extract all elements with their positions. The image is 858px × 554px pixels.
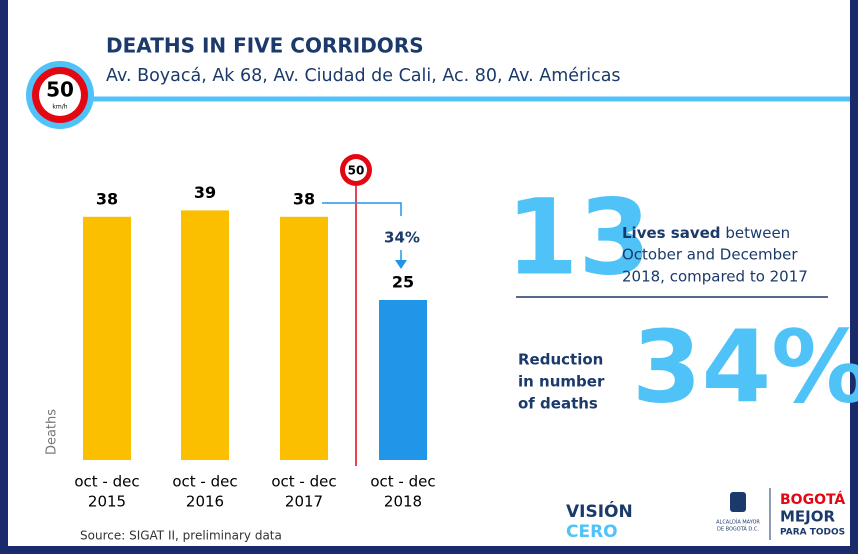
logo-shield — [730, 492, 746, 512]
lives-saved-number: 13 — [506, 176, 651, 298]
annotation: 34% — [384, 229, 420, 247]
logo-mejor: MEJOR — [780, 508, 836, 526]
bar — [181, 210, 229, 460]
lives-saved-bold: Lives saved — [622, 224, 721, 242]
logo-para-todos: PARA TODOS — [780, 528, 845, 538]
x-tick-label: 2015 — [88, 493, 126, 511]
x-tick-label: 2017 — [285, 493, 323, 511]
subtitle: Av. Boyacá, Ak 68, Av. Ciudad de Cali, A… — [106, 66, 621, 86]
title: DEATHS IN FIVE CORRIDORS — [106, 34, 424, 58]
x-tick-label: 2018 — [384, 493, 422, 511]
logo-cero: CERO — [566, 522, 618, 542]
x-tick-label: oct - dec — [172, 473, 237, 491]
logo-vision: VISIÓN — [566, 500, 633, 522]
bar — [280, 216, 328, 460]
x-tick-label: oct - dec — [271, 473, 336, 491]
reduction-text: in number — [518, 373, 605, 391]
lives-saved-text: October and December — [622, 246, 798, 264]
logo-alcaldia: ALCALDÍA MAYOR — [716, 519, 760, 526]
bar — [83, 216, 131, 460]
y-axis-label: Deaths — [45, 409, 60, 455]
sign-number: 50 — [46, 78, 74, 102]
sign-unit: km/h — [52, 104, 67, 111]
reduction-text: of deaths — [518, 395, 598, 413]
lives-saved-text: 2018, compared to 2017 — [622, 268, 808, 286]
source: Source: SIGAT II, preliminary data — [80, 529, 282, 543]
reduction-text: Reduction — [518, 351, 603, 369]
value-label: 38 — [96, 189, 118, 208]
x-tick-label: 2016 — [186, 493, 224, 511]
value-label: 38 — [293, 189, 315, 208]
lives-saved-text: between — [725, 224, 790, 242]
annotation-arrowhead — [395, 260, 407, 269]
lives-saved-line: Lives saved between — [622, 224, 790, 242]
logo-alcaldia: DE BOGOTÁ D.C. — [717, 526, 759, 533]
value-label: 39 — [194, 183, 216, 202]
logo-bogota: BOGOTÁ — [780, 491, 845, 508]
value-label: 25 — [392, 273, 414, 292]
marker-sign-inner — [345, 159, 367, 181]
sign-inner — [39, 74, 81, 116]
bar — [379, 300, 427, 460]
x-tick-label: oct - dec — [74, 473, 139, 491]
x-tick-label: oct - dec — [370, 473, 435, 491]
annotation-connector — [322, 202, 402, 216]
marker-sign-number: 50 — [348, 164, 365, 178]
card — [8, 0, 850, 546]
reduction-number: 34% — [632, 308, 858, 425]
